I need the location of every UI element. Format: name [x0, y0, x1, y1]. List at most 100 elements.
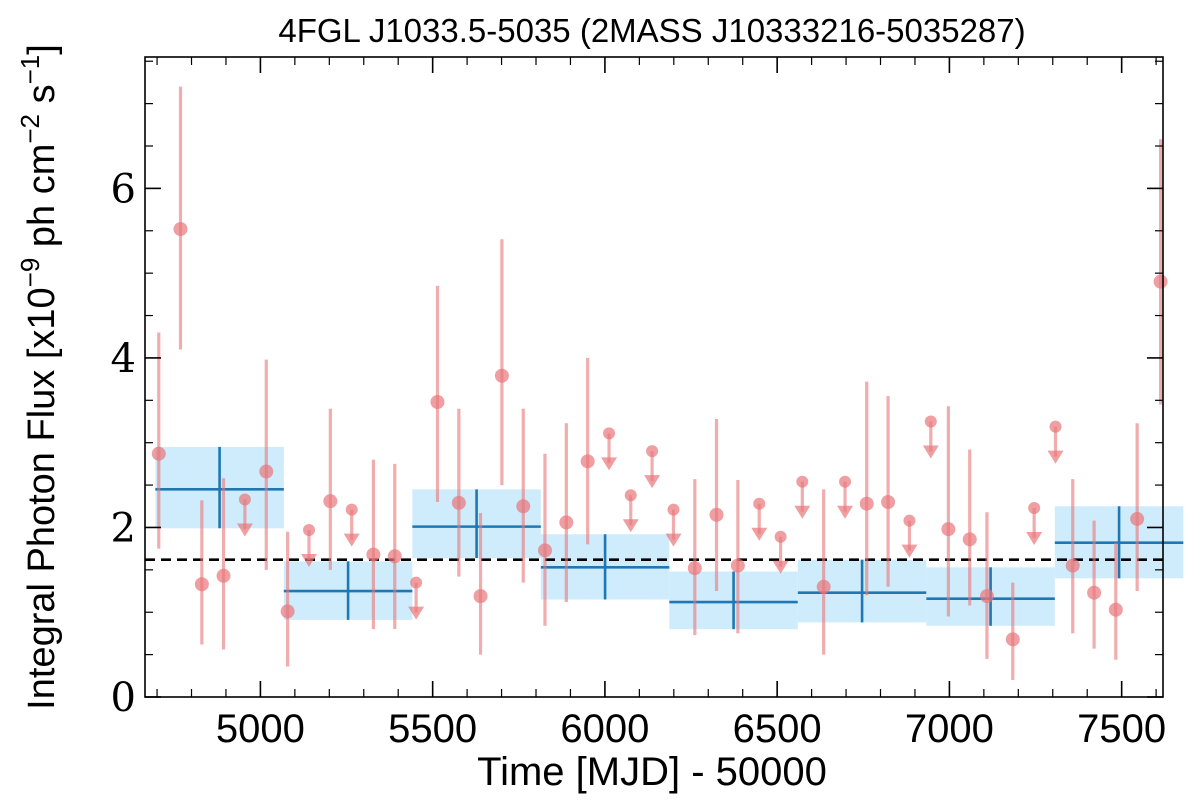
upper-limit-marker [796, 475, 809, 488]
y-tick-label: 0 [111, 675, 136, 721]
detection-marker [151, 446, 166, 461]
upper-limit-marker [924, 415, 937, 428]
upper-limit-arrowhead [922, 445, 939, 459]
detection-marker [537, 543, 552, 558]
detection-point [387, 463, 402, 630]
upper-limit-marker [624, 489, 637, 502]
detection-point [1087, 520, 1102, 649]
upper-limit-marker [753, 497, 766, 510]
detection-marker [216, 568, 231, 583]
axes-frame: 5000 5500 6000 6500 7000 7500 0 2 4 6 [111, 56, 1166, 751]
detection-marker [941, 522, 956, 537]
detection-marker [387, 549, 402, 564]
x-tick-label: 6000 [560, 707, 649, 751]
upper-limit [665, 503, 682, 547]
detection-marker [494, 368, 509, 383]
detection-point [1005, 582, 1020, 681]
upper-limit-arrowhead [1047, 450, 1064, 464]
detection-point [451, 408, 466, 577]
detection-marker [881, 495, 896, 510]
detection-marker [1153, 274, 1168, 289]
upper-limit [300, 524, 317, 568]
detection-marker [559, 515, 574, 530]
detection-marker [979, 589, 994, 604]
upper-limits-layer [236, 415, 1064, 620]
detection-marker [473, 589, 488, 604]
detections-layer [151, 86, 1168, 681]
detection-marker [1005, 632, 1020, 647]
detection-marker [1130, 511, 1145, 526]
upper-limit-arrowhead [300, 554, 317, 568]
detection-point [323, 408, 338, 570]
detection-point [516, 408, 531, 583]
x-tick-label: 5500 [388, 707, 477, 751]
upper-limit-arrowhead [901, 544, 918, 558]
detection-point [816, 489, 831, 655]
detection-marker [516, 499, 531, 514]
upper-limit [901, 514, 918, 558]
detection-point [979, 512, 994, 659]
detection-marker [730, 558, 745, 573]
detection-point [1108, 542, 1123, 660]
detection-point [473, 513, 488, 655]
detection-marker [687, 561, 702, 576]
detection-point [709, 418, 724, 592]
chart-title: 4FGL J1033.5-5035 (2MASS J10333216-50352… [278, 12, 1025, 49]
detection-point [559, 423, 574, 603]
upper-limit [343, 503, 360, 547]
detection-marker [709, 507, 724, 522]
upper-limit-marker [839, 475, 852, 488]
detection-point [430, 285, 445, 503]
x-axis-label: Time [MJD] - 50000 [477, 750, 827, 794]
detection-point [580, 357, 595, 545]
detection-marker [366, 547, 381, 562]
detection-point [1065, 479, 1080, 634]
upper-limit-marker [1049, 420, 1062, 433]
upper-limit-marker [302, 524, 315, 537]
detection-marker [859, 496, 874, 511]
upper-limit-arrowhead [408, 606, 425, 620]
detection-marker [323, 494, 338, 509]
upper-limit [1026, 501, 1043, 545]
detection-marker [280, 604, 295, 619]
upper-limit-arrowhead [772, 560, 789, 574]
detection-point [216, 478, 231, 650]
upper-limit-arrowhead [794, 505, 811, 519]
detection-point [730, 479, 745, 634]
upper-limit [772, 530, 789, 574]
detection-point [494, 239, 509, 486]
detection-marker [580, 454, 595, 469]
upper-limit-marker [774, 530, 787, 543]
upper-limit [408, 576, 425, 620]
upper-limit-marker [238, 493, 251, 506]
upper-limit-arrowhead [837, 505, 854, 519]
upper-limit [837, 475, 854, 519]
detection-point [280, 531, 295, 667]
upper-limit [794, 475, 811, 519]
y-axis-label-group: Integral Photon Flux [x10−9 ph cm−2 s−1] [15, 44, 63, 710]
upper-limit [601, 427, 618, 471]
upper-limit-arrowhead [343, 533, 360, 547]
detection-marker [173, 222, 188, 237]
upper-limit-arrowhead [622, 519, 639, 533]
upper-limit [922, 415, 939, 459]
upper-limit-marker [603, 427, 616, 440]
upper-limit-marker [1028, 501, 1041, 514]
y-tick-label: 4 [111, 336, 136, 382]
detection-point [1153, 139, 1168, 405]
x-tick-label: 7500 [1077, 707, 1166, 751]
detection-marker [259, 464, 274, 479]
upper-limit [644, 445, 661, 489]
detection-marker [451, 495, 466, 510]
x-tick-label: 7000 [905, 707, 994, 751]
upper-limit-marker [667, 503, 680, 516]
detection-marker [816, 579, 831, 594]
upper-limit-marker [410, 576, 423, 589]
upper-limit-marker [646, 445, 659, 458]
detection-point [859, 381, 874, 596]
detection-marker [194, 577, 209, 592]
detection-marker [962, 532, 977, 547]
upper-limit [1047, 420, 1064, 464]
upper-limit-arrowhead [751, 527, 768, 541]
